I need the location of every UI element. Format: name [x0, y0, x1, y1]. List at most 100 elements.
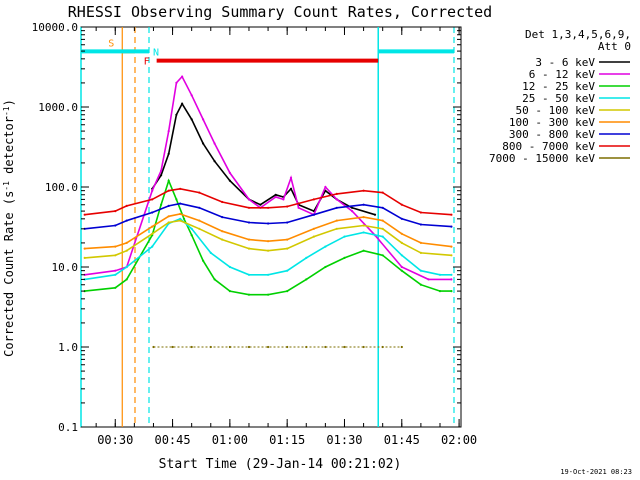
- legend-label: 25 - 50 keV: [522, 92, 595, 105]
- y-axis-label-part2: detector: [2, 116, 16, 181]
- series-point: [450, 245, 453, 248]
- series-point: [221, 230, 224, 233]
- y-tick-label: 1000.0: [38, 101, 78, 114]
- series-point: [114, 224, 117, 227]
- series-point: [400, 345, 403, 349]
- x-tick-label: 01:30: [326, 433, 362, 447]
- series-point: [373, 213, 377, 216]
- series-point: [160, 203, 163, 206]
- series-point: [160, 169, 163, 172]
- plot-frame: [80, 26, 462, 428]
- legend-label: 7000 - 15000 keV: [489, 152, 595, 165]
- series-point: [286, 345, 289, 349]
- y-axis: 10000.0 1000.0 100.0 10.0 1.0 0.1: [32, 21, 461, 434]
- series-point: [247, 198, 251, 201]
- series-point: [175, 198, 178, 201]
- series-point: [381, 235, 384, 238]
- series-line: [84, 213, 452, 250]
- series-point: [114, 210, 117, 213]
- series-line: [84, 202, 452, 230]
- series-point: [419, 251, 422, 254]
- series-point: [450, 213, 453, 216]
- series-point: [83, 213, 86, 216]
- series-point: [324, 345, 327, 349]
- series-point: [305, 256, 308, 259]
- series-point: [312, 227, 315, 230]
- series-point: [324, 185, 327, 189]
- series-point: [438, 273, 442, 276]
- series-point: [400, 241, 403, 244]
- x-tick-label: 02:00: [441, 433, 477, 447]
- series-point: [209, 345, 212, 349]
- series-point: [167, 215, 170, 218]
- y-axis-label-sup1: -1: [2, 181, 11, 191]
- series-point: [362, 249, 365, 252]
- series-point: [228, 265, 231, 269]
- series-point: [228, 171, 231, 174]
- series-point: [83, 256, 86, 259]
- series-point: [198, 227, 201, 230]
- y-tick-label: 10.0: [52, 261, 79, 274]
- series-point: [125, 204, 128, 207]
- series-point: [213, 142, 216, 145]
- series-point: [381, 191, 384, 194]
- series-point: [175, 81, 178, 84]
- series-point: [400, 265, 403, 269]
- series-point: [450, 290, 453, 293]
- series-point: [179, 217, 182, 220]
- series-point: [228, 179, 231, 182]
- series-point: [289, 176, 293, 179]
- series-point: [335, 192, 338, 195]
- series-point: [221, 216, 224, 219]
- plot-area: S NF: [80, 26, 462, 428]
- series-point: [450, 273, 453, 276]
- series-point: [362, 231, 365, 234]
- series-point: [305, 345, 308, 349]
- series-point: [267, 345, 270, 349]
- series-point: [400, 203, 403, 206]
- y-axis-label-close: ): [2, 99, 16, 106]
- marker-label-s: S: [108, 38, 114, 49]
- series-point: [427, 278, 430, 281]
- series-point: [343, 345, 346, 349]
- series-point: [400, 254, 403, 257]
- series-point: [419, 223, 422, 226]
- series-point: [125, 278, 128, 281]
- series-point: [167, 152, 170, 155]
- series-point: [286, 247, 289, 250]
- series-point: [151, 198, 154, 201]
- series-point: [450, 254, 453, 257]
- series-point: [335, 198, 338, 201]
- series-point: [312, 198, 315, 201]
- y-tick-label: 1.0: [58, 341, 78, 354]
- series-point: [362, 345, 365, 349]
- series-point: [362, 203, 365, 206]
- series-point: [202, 142, 205, 145]
- series-line: [84, 187, 452, 216]
- y-tick-label: 100.0: [45, 181, 78, 194]
- series-point: [335, 227, 338, 230]
- series-point: [381, 254, 384, 257]
- series-point: [286, 290, 289, 293]
- legend-label: 50 - 100 keV: [516, 104, 596, 117]
- series-point: [114, 269, 117, 272]
- legend-label: 6 - 12 keV: [529, 68, 596, 81]
- series-line: [84, 219, 452, 259]
- series-point: [247, 273, 251, 276]
- series-point: [305, 278, 308, 281]
- series-point: [125, 219, 128, 222]
- x-tick-label: 00:30: [97, 433, 133, 447]
- series-point: [259, 203, 262, 206]
- series-point: [247, 238, 251, 241]
- series-point: [324, 245, 327, 248]
- series-point: [167, 221, 170, 224]
- series-point: [202, 259, 205, 262]
- series-point: [381, 345, 384, 349]
- series-point: [267, 206, 270, 209]
- series-point: [274, 195, 277, 199]
- series-point: [400, 217, 403, 220]
- series-point: [114, 286, 117, 289]
- series-point: [179, 202, 182, 205]
- series-point: [282, 198, 285, 201]
- series-point: [289, 187, 293, 190]
